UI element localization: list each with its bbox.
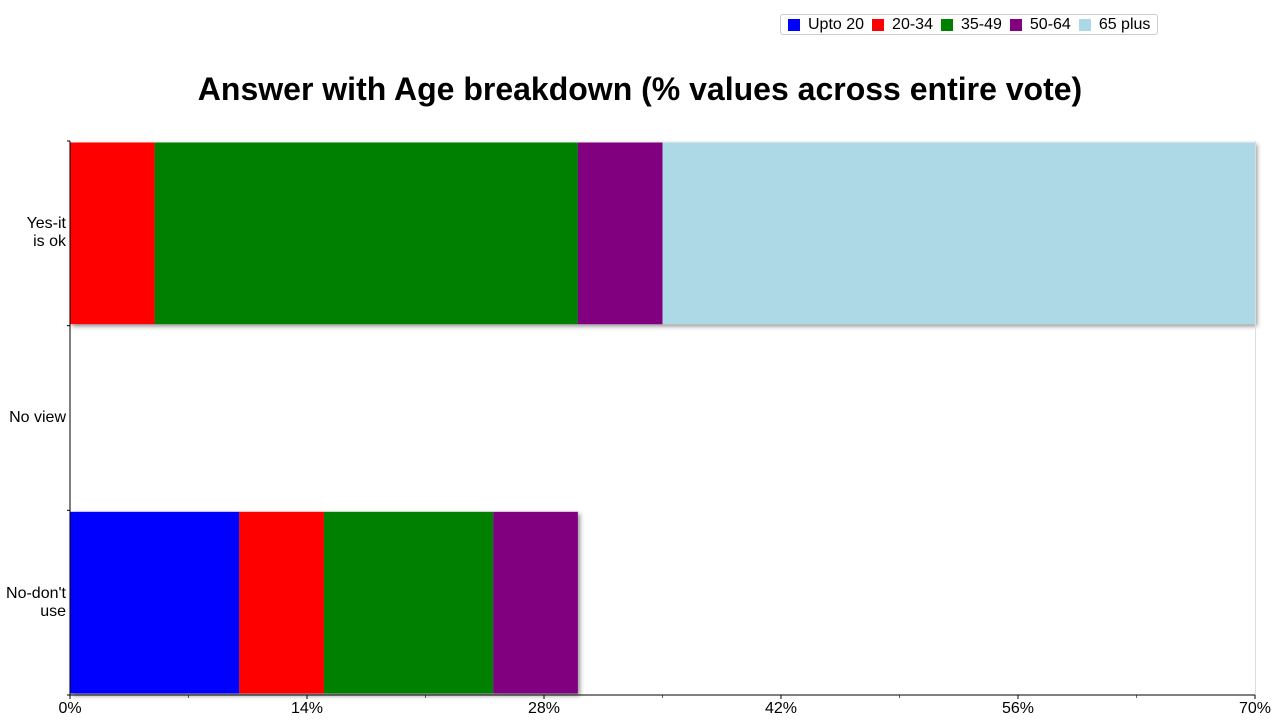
- y-category-label-line: No-don't: [6, 584, 66, 602]
- y-category-label-line: No view: [9, 409, 66, 426]
- chart-legend: Upto 20 20-34 35-49 50-64 65 plus: [780, 14, 1159, 35]
- legend-item: 65 plus: [1078, 15, 1151, 34]
- y-category-label: No-don't use: [0, 585, 66, 621]
- bar-group: [70, 511, 578, 694]
- y-category-label: No view: [0, 409, 66, 427]
- x-tick-label: 0%: [58, 700, 81, 717]
- y-category-label: Yes-it is ok: [0, 215, 66, 251]
- x-tick-label: 14%: [291, 700, 323, 717]
- bar-segment: [493, 511, 578, 694]
- legend-swatch: [940, 18, 953, 31]
- y-category-label-line: is ok: [33, 233, 66, 251]
- legend-swatch: [788, 18, 800, 31]
- legend-item: 50-64: [1009, 15, 1071, 34]
- bar-segment: [577, 142, 663, 325]
- x-tick-label: 70%: [1239, 700, 1271, 717]
- x-tick-label: 42%: [765, 700, 797, 717]
- x-tick-label: 28%: [528, 700, 560, 717]
- x-tick-label: 56%: [1002, 700, 1034, 717]
- bar-segment: [70, 511, 240, 694]
- legend-label: Upto 20: [808, 15, 865, 33]
- y-category-label-line: Yes-it: [26, 215, 66, 233]
- legend-item: 35-49: [940, 15, 1002, 34]
- legend-swatch: [872, 18, 885, 31]
- legend-label: 20-34: [892, 15, 933, 33]
- chart-title: Answer with Age breakdown (% values acro…: [197, 71, 1083, 107]
- legend-item: Upto 20: [788, 16, 864, 34]
- legend-label: 50-64: [1029, 15, 1071, 33]
- bar-segment: [323, 511, 494, 694]
- bar-segment: [239, 511, 324, 694]
- bar-segment: [70, 142, 155, 325]
- legend-swatch: [1009, 18, 1022, 31]
- bar-group: [70, 142, 1255, 325]
- legend-label: 35-49: [960, 15, 1002, 33]
- bar-segment: [662, 142, 1255, 325]
- legend-swatch: [1078, 18, 1091, 31]
- bar-segment: [154, 142, 578, 325]
- legend-label: 65 plus: [1098, 15, 1151, 33]
- legend-item: 20-34: [872, 16, 933, 34]
- y-category-label-line: use: [40, 602, 66, 620]
